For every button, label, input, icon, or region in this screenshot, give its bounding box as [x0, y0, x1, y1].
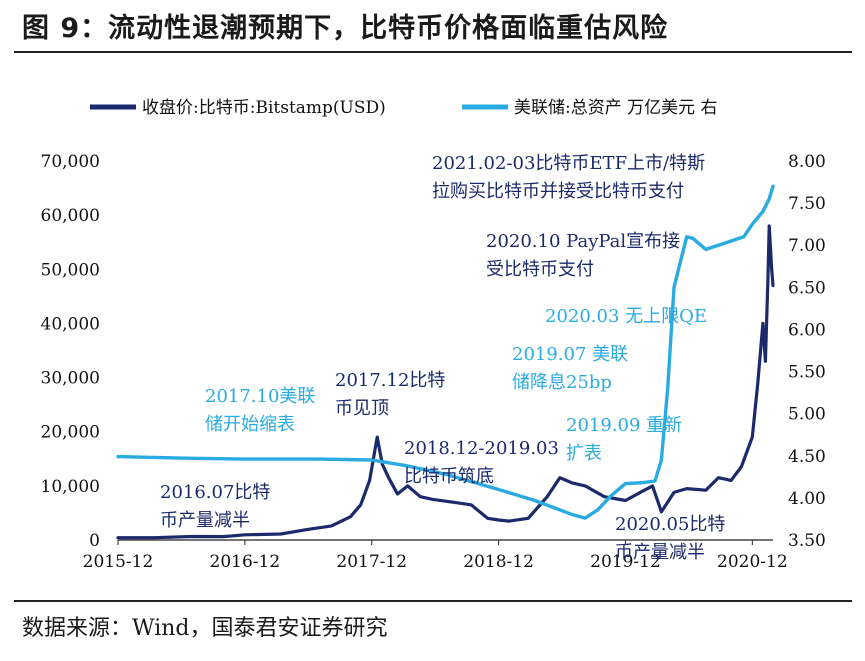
y-right-tick-label: 5.00 — [788, 405, 826, 425]
x-tick-label: 2020-12 — [717, 552, 788, 572]
y-right-tick-label: 7.00 — [788, 236, 826, 256]
y-right-tick-label: 3.50 — [788, 531, 826, 551]
y-left-tick-label: 0 — [89, 531, 100, 551]
annotation-2020-10: 2020.10 PayPal宣布接受比特币支付 — [486, 231, 680, 280]
x-tick-label: 2015-12 — [83, 552, 154, 572]
y-left-tick-label: 40,000 — [41, 314, 100, 334]
y-left-tick-label: 30,000 — [41, 369, 100, 389]
fed-assets-line — [116, 184, 775, 520]
annotation-2020-05: 2020.05比特币产量减半 — [615, 514, 725, 563]
source-note: 数据来源：Wind，国泰君安证券研究 — [22, 616, 388, 641]
x-tick-label: 2016-12 — [210, 552, 281, 572]
legend-label: 收盘价:比特币:Bitstamp(USD) — [142, 98, 386, 118]
y-left-tick-label: 20,000 — [41, 423, 100, 443]
annotation-2017-10: 2017.10美联储开始缩表 — [205, 386, 315, 435]
annotation-2018-12: 2018.12-2019.03 比特币筑底 — [404, 438, 559, 487]
figure-title: 图 9：流动性退潮预期下，比特币价格面临重估风险 — [22, 13, 669, 44]
source-rule — [14, 600, 852, 602]
y-left-tick-label: 10,000 — [41, 477, 100, 497]
btc-price-line — [116, 224, 775, 540]
legend-label: 美联储:总资产 万亿美元 右 — [514, 98, 718, 118]
x-tick-label: 2017-12 — [336, 552, 407, 572]
y-right-tick-label: 6.00 — [788, 320, 826, 340]
annotation-2020-03: 2020.03 无上限QE — [545, 306, 707, 327]
y-right-tick-label: 6.50 — [788, 278, 826, 298]
y-right-tick-label: 4.50 — [788, 447, 826, 467]
title-rule — [14, 51, 852, 53]
annotation-2017-12: 2017.12比特币见顶 — [335, 370, 445, 419]
y-left-tick-label: 50,000 — [41, 260, 100, 280]
x-tick-label: 2019-12 — [590, 552, 661, 572]
x-tick-label: 2018-12 — [463, 552, 534, 572]
annotation-2015: 2016.07比特币产量减半 — [160, 482, 270, 531]
y-right-tick-label: 8.00 — [788, 152, 826, 172]
annotation-2019-09: 2019.09 重新扩表 — [566, 415, 682, 464]
annotation-2019-07: 2019.07 美联储降息25bp — [512, 344, 628, 393]
y-left-tick-label: 70,000 — [41, 152, 100, 172]
y-right-tick-label: 7.50 — [788, 194, 826, 214]
y-right-tick-label: 5.50 — [788, 363, 826, 383]
annotation-2021-02: 2021.02-03比特币ETF上市/特斯拉购买比特币并接受比特币支付 — [432, 153, 705, 202]
y-left-tick-label: 60,000 — [41, 206, 100, 226]
y-right-tick-label: 4.00 — [788, 489, 826, 509]
chart: 2015-12 2016-12 2017-12 2018-12 2019-12 2020-… — [41, 98, 826, 572]
